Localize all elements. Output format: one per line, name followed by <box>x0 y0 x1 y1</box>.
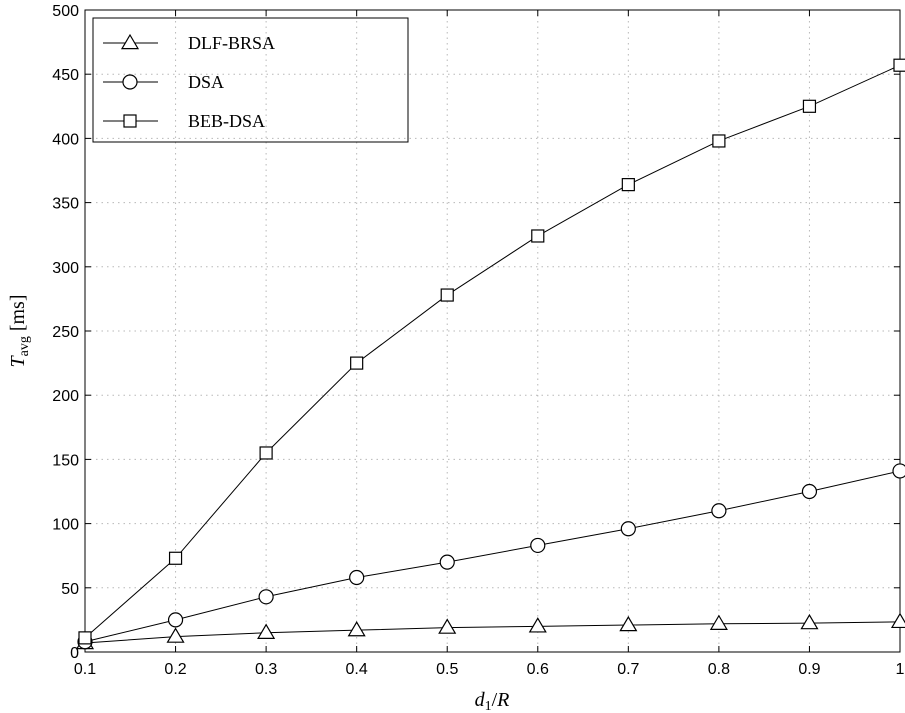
x-tick-label: 0.8 <box>708 661 730 678</box>
y-tick-label: 450 <box>52 67 79 84</box>
x-tick-label: 1 <box>896 661 905 678</box>
y-tick-label: 350 <box>52 196 79 213</box>
x-tick-label: 0.1 <box>74 661 96 678</box>
data-point-beb-dsa <box>621 178 635 192</box>
series-line-dsa <box>84 470 901 643</box>
y-axis-label: Tavg [ms] <box>7 294 32 367</box>
legend-label: DLF-BRSA <box>188 33 275 53</box>
data-point-dlf-brsa <box>438 618 457 634</box>
series-line-beb-dsa <box>84 64 901 639</box>
data-point-beb-dsa <box>802 99 817 113</box>
legend-label: BEB-DSA <box>188 111 265 131</box>
x-tick-label: 0.2 <box>164 661 186 678</box>
x-tick-label: 0.3 <box>255 661 277 678</box>
data-point-beb-dsa <box>259 446 273 460</box>
x-tick-label: 0.7 <box>617 661 639 678</box>
x-tick-label: 0.5 <box>436 661 458 678</box>
data-point-dsa <box>439 554 455 570</box>
legend-box <box>92 17 409 143</box>
axis-ticks: 0.1 0.2 0.3 0.4 0.5 0.6 0.7 0.8 0.9 1 0 50 100 150 200… <box>52 3 904 678</box>
legend-entry-beb-dsa: BEB-DSA <box>103 111 265 131</box>
data-point-dlf-brsa <box>890 612 905 629</box>
data-point-dsa <box>801 483 818 500</box>
data-point-dlf-brsa <box>619 615 638 632</box>
series-line-dlf-brsa <box>84 621 901 644</box>
data-point-dsa <box>530 537 546 554</box>
data-point-dsa <box>620 521 636 537</box>
data-point-beb-dsa <box>168 551 183 565</box>
data-point-beb-dsa <box>712 134 726 148</box>
data-point-dlf-brsa <box>166 627 185 643</box>
grid <box>85 10 900 652</box>
data-point-dsa <box>167 612 184 628</box>
legend: DLF-BRSA DSA BEB-DSA <box>92 17 409 143</box>
data-point-dsa <box>258 589 274 605</box>
y-tick-label: 200 <box>52 388 79 405</box>
legend-marker <box>123 114 137 128</box>
data-point-dlf-brsa <box>347 620 366 637</box>
data-point-dsa <box>892 463 905 479</box>
data-point-dlf-brsa <box>528 617 547 633</box>
data-point-dlf-brsa <box>800 613 819 630</box>
x-tick-label: 0.4 <box>346 661 368 678</box>
data-point-beb-dsa <box>531 229 545 243</box>
data-point-beb-dsa <box>78 631 92 645</box>
series-beb-dsa <box>78 58 905 645</box>
y-tick-label: 300 <box>52 260 79 277</box>
data-point-beb-dsa <box>440 288 454 302</box>
y-tick-label: 50 <box>61 581 79 598</box>
data-point-dsa <box>349 569 365 586</box>
y-tick-label: 500 <box>52 3 79 20</box>
series-dlf-brsa <box>75 612 905 650</box>
y-tick-label: 0 <box>70 645 79 662</box>
y-tick-label: 250 <box>52 324 79 341</box>
series-dsa <box>77 463 905 650</box>
series-group <box>75 58 905 650</box>
data-point-beb-dsa <box>893 58 905 72</box>
y-tick-label: 100 <box>52 517 79 534</box>
y-tick-label: 400 <box>52 131 79 148</box>
data-point-dlf-brsa <box>709 614 728 630</box>
data-point-dlf-brsa <box>257 623 276 639</box>
y-tick-label: 150 <box>52 452 79 469</box>
x-axis-label: d1/R <box>475 689 510 713</box>
legend-marker <box>120 33 140 50</box>
legend-label: DSA <box>188 72 224 92</box>
data-point-beb-dsa <box>350 356 364 370</box>
legend-entry-dlf-brsa: DLF-BRSA <box>103 33 275 53</box>
legend-marker <box>122 74 138 90</box>
x-tick-label: 0.6 <box>527 661 549 678</box>
data-point-dsa <box>711 503 727 519</box>
legend-entry-dsa: DSA <box>103 72 224 92</box>
x-tick-label: 0.9 <box>798 661 820 678</box>
